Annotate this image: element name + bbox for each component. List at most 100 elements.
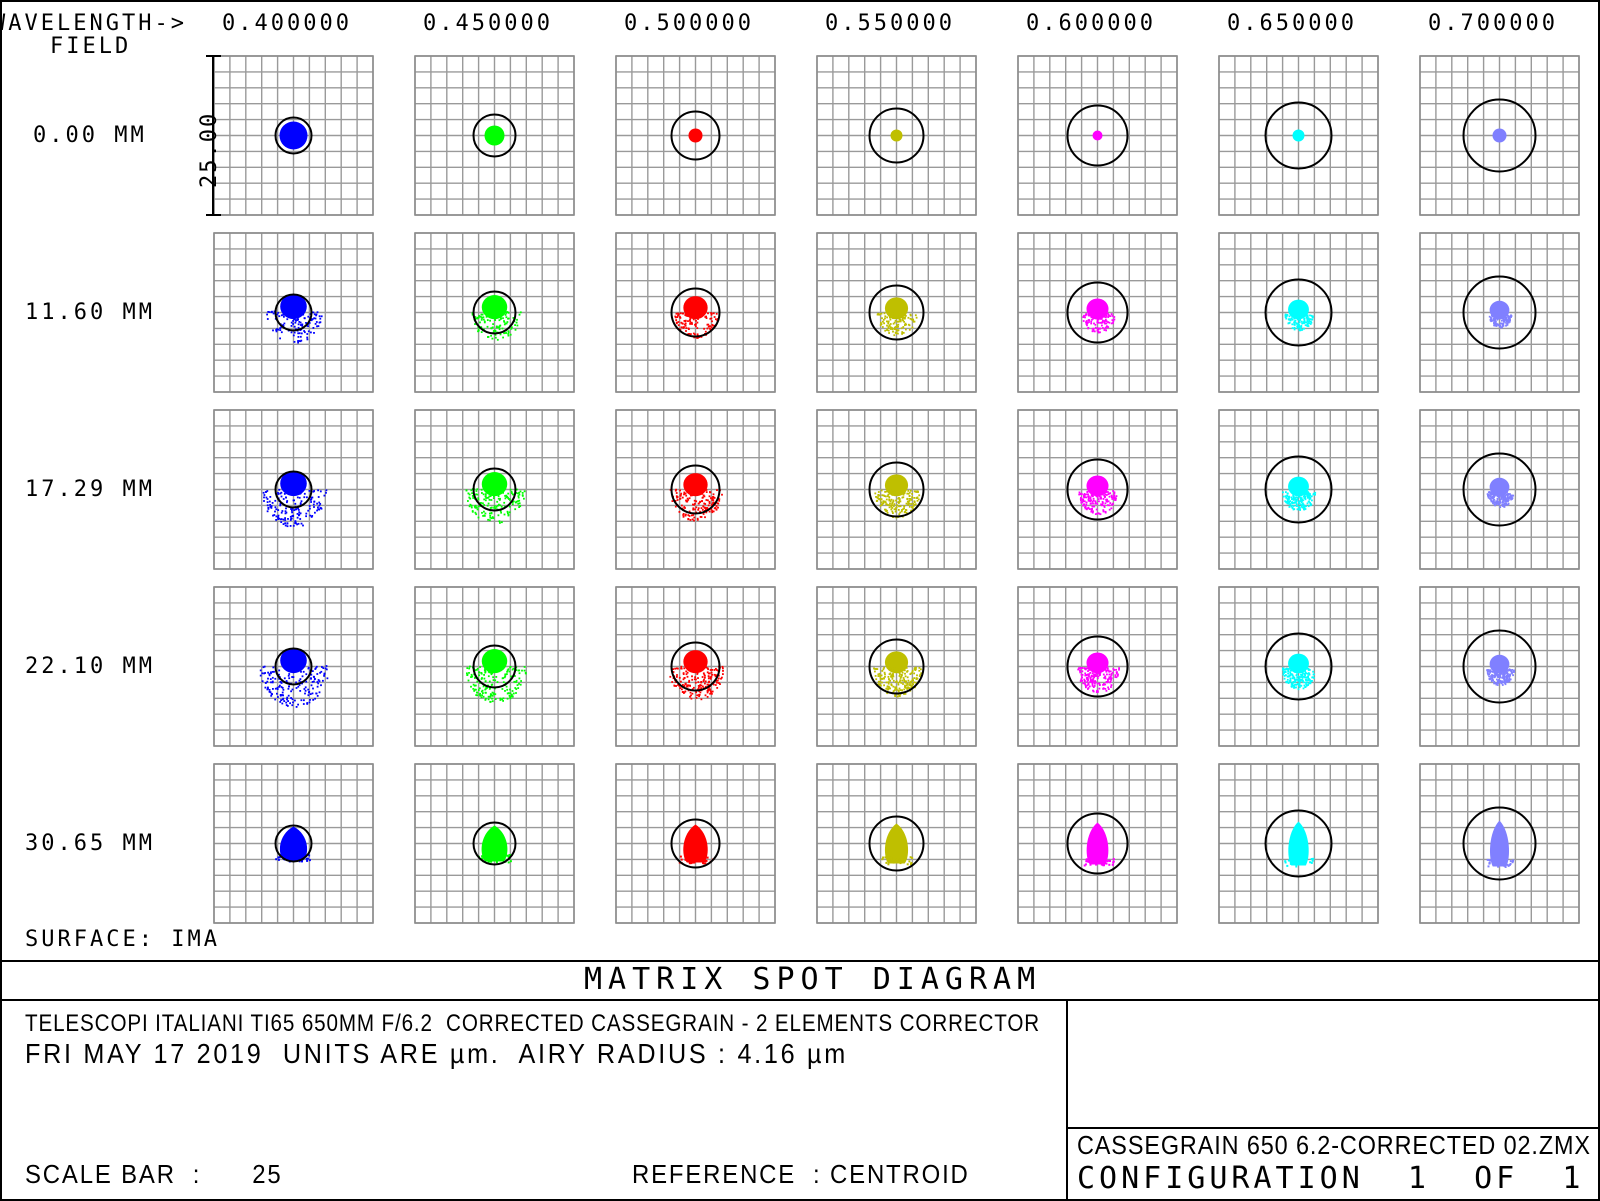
spot-ray	[1509, 860, 1512, 863]
spot-ray	[1292, 494, 1295, 497]
spot-ray	[1092, 861, 1094, 864]
spot-ray	[899, 320, 902, 323]
spot-ray	[679, 687, 682, 689]
spot-ray	[1509, 319, 1511, 322]
spot-ray	[687, 333, 690, 335]
spot-ray	[1313, 673, 1315, 676]
spot-ray	[1094, 682, 1096, 685]
spot-ray	[478, 687, 481, 690]
spot-ray	[892, 322, 895, 325]
spot-ray	[878, 683, 881, 686]
spot-ray	[294, 520, 297, 523]
spot-ray	[269, 671, 272, 674]
spot-cell	[615, 763, 776, 924]
spot-ray	[1084, 493, 1087, 496]
spot-ray	[916, 490, 919, 493]
spot-ray	[266, 510, 269, 513]
spot-ray	[682, 326, 685, 329]
spot-ray	[1304, 686, 1307, 688]
spot-ray	[888, 687, 890, 689]
spot-ray	[1501, 496, 1503, 498]
spot-ray	[302, 524, 304, 527]
spot-ray	[1507, 672, 1509, 675]
wavelength-label: 0.650000	[1227, 11, 1357, 36]
spot-ray	[1110, 494, 1113, 497]
grid-box	[1419, 586, 1580, 747]
spot-ray	[294, 522, 296, 525]
spot-ray	[1507, 317, 1509, 319]
spot-cell	[1017, 232, 1178, 393]
spot-ray	[906, 676, 909, 679]
spot-ray	[281, 691, 284, 694]
spot-ray	[1493, 680, 1496, 683]
spot-ray	[1079, 667, 1082, 669]
spot-ray	[678, 685, 681, 687]
spot-ray	[494, 507, 497, 509]
spot-ray	[1298, 326, 1301, 328]
spot-ray	[308, 490, 311, 492]
spot-ray	[1110, 686, 1112, 688]
spot-ray	[1498, 314, 1501, 317]
spot-ray	[482, 502, 484, 505]
spot-ray	[1092, 681, 1094, 684]
spot-ray	[486, 504, 489, 507]
spot-ray	[1108, 673, 1111, 676]
spot-ray	[1299, 503, 1302, 506]
spot-ray	[1305, 314, 1308, 317]
spot-ray	[276, 328, 278, 330]
spot-ray	[278, 669, 281, 672]
spot-ray	[685, 499, 687, 502]
spot-ray	[325, 665, 328, 667]
spot-ray	[1282, 669, 1285, 671]
spot-ray	[511, 493, 514, 496]
spot-ray	[683, 685, 686, 688]
spot-ray	[497, 495, 500, 497]
spot-ray	[277, 856, 280, 859]
spot-ray	[892, 861, 895, 864]
spot-ray	[479, 666, 481, 668]
spot-ray	[1105, 494, 1108, 496]
spot-ray	[683, 691, 686, 694]
spot-ray	[507, 334, 510, 337]
grid-box	[213, 586, 374, 747]
spot-ray	[489, 319, 491, 322]
spot-ray	[1489, 671, 1491, 674]
spot-ray	[1097, 327, 1100, 330]
spot-ray	[1489, 492, 1492, 495]
spot-ray	[1087, 674, 1090, 676]
spot-ray	[482, 695, 485, 698]
spot-ray	[1507, 680, 1509, 683]
spot-ray	[1089, 667, 1092, 669]
spot-ray	[697, 685, 700, 687]
spot-ray	[303, 699, 305, 702]
spot-ray	[1290, 317, 1293, 320]
spot-ray	[1305, 679, 1308, 681]
spot-ray	[706, 671, 709, 674]
spot-ray	[684, 324, 687, 327]
spot-ray	[495, 861, 498, 864]
spot-ray	[1306, 681, 1308, 684]
spot-ray	[882, 320, 884, 323]
spot-ray	[685, 673, 688, 676]
spot-ray	[507, 497, 509, 499]
spot-ray	[489, 514, 492, 517]
spot-ray	[313, 490, 315, 492]
spot-ray	[471, 510, 474, 513]
spot-ray	[1086, 493, 1088, 496]
grid-box	[1017, 55, 1178, 216]
spot-ray	[1496, 682, 1498, 684]
spot-ray	[1301, 678, 1303, 681]
spot-ray	[914, 503, 917, 506]
spot-ray	[480, 488, 483, 491]
spot-ray	[499, 699, 502, 701]
spot-ray	[297, 685, 300, 688]
spot-ray	[302, 703, 305, 705]
spot-ray	[887, 329, 890, 332]
spot-ray	[317, 325, 320, 327]
spot-ray	[898, 493, 901, 496]
spot-ray	[1299, 319, 1302, 321]
spot-ray	[887, 504, 889, 506]
spot-ray	[896, 320, 899, 323]
spot-ray	[1082, 682, 1085, 685]
spot-ray	[481, 857, 484, 860]
